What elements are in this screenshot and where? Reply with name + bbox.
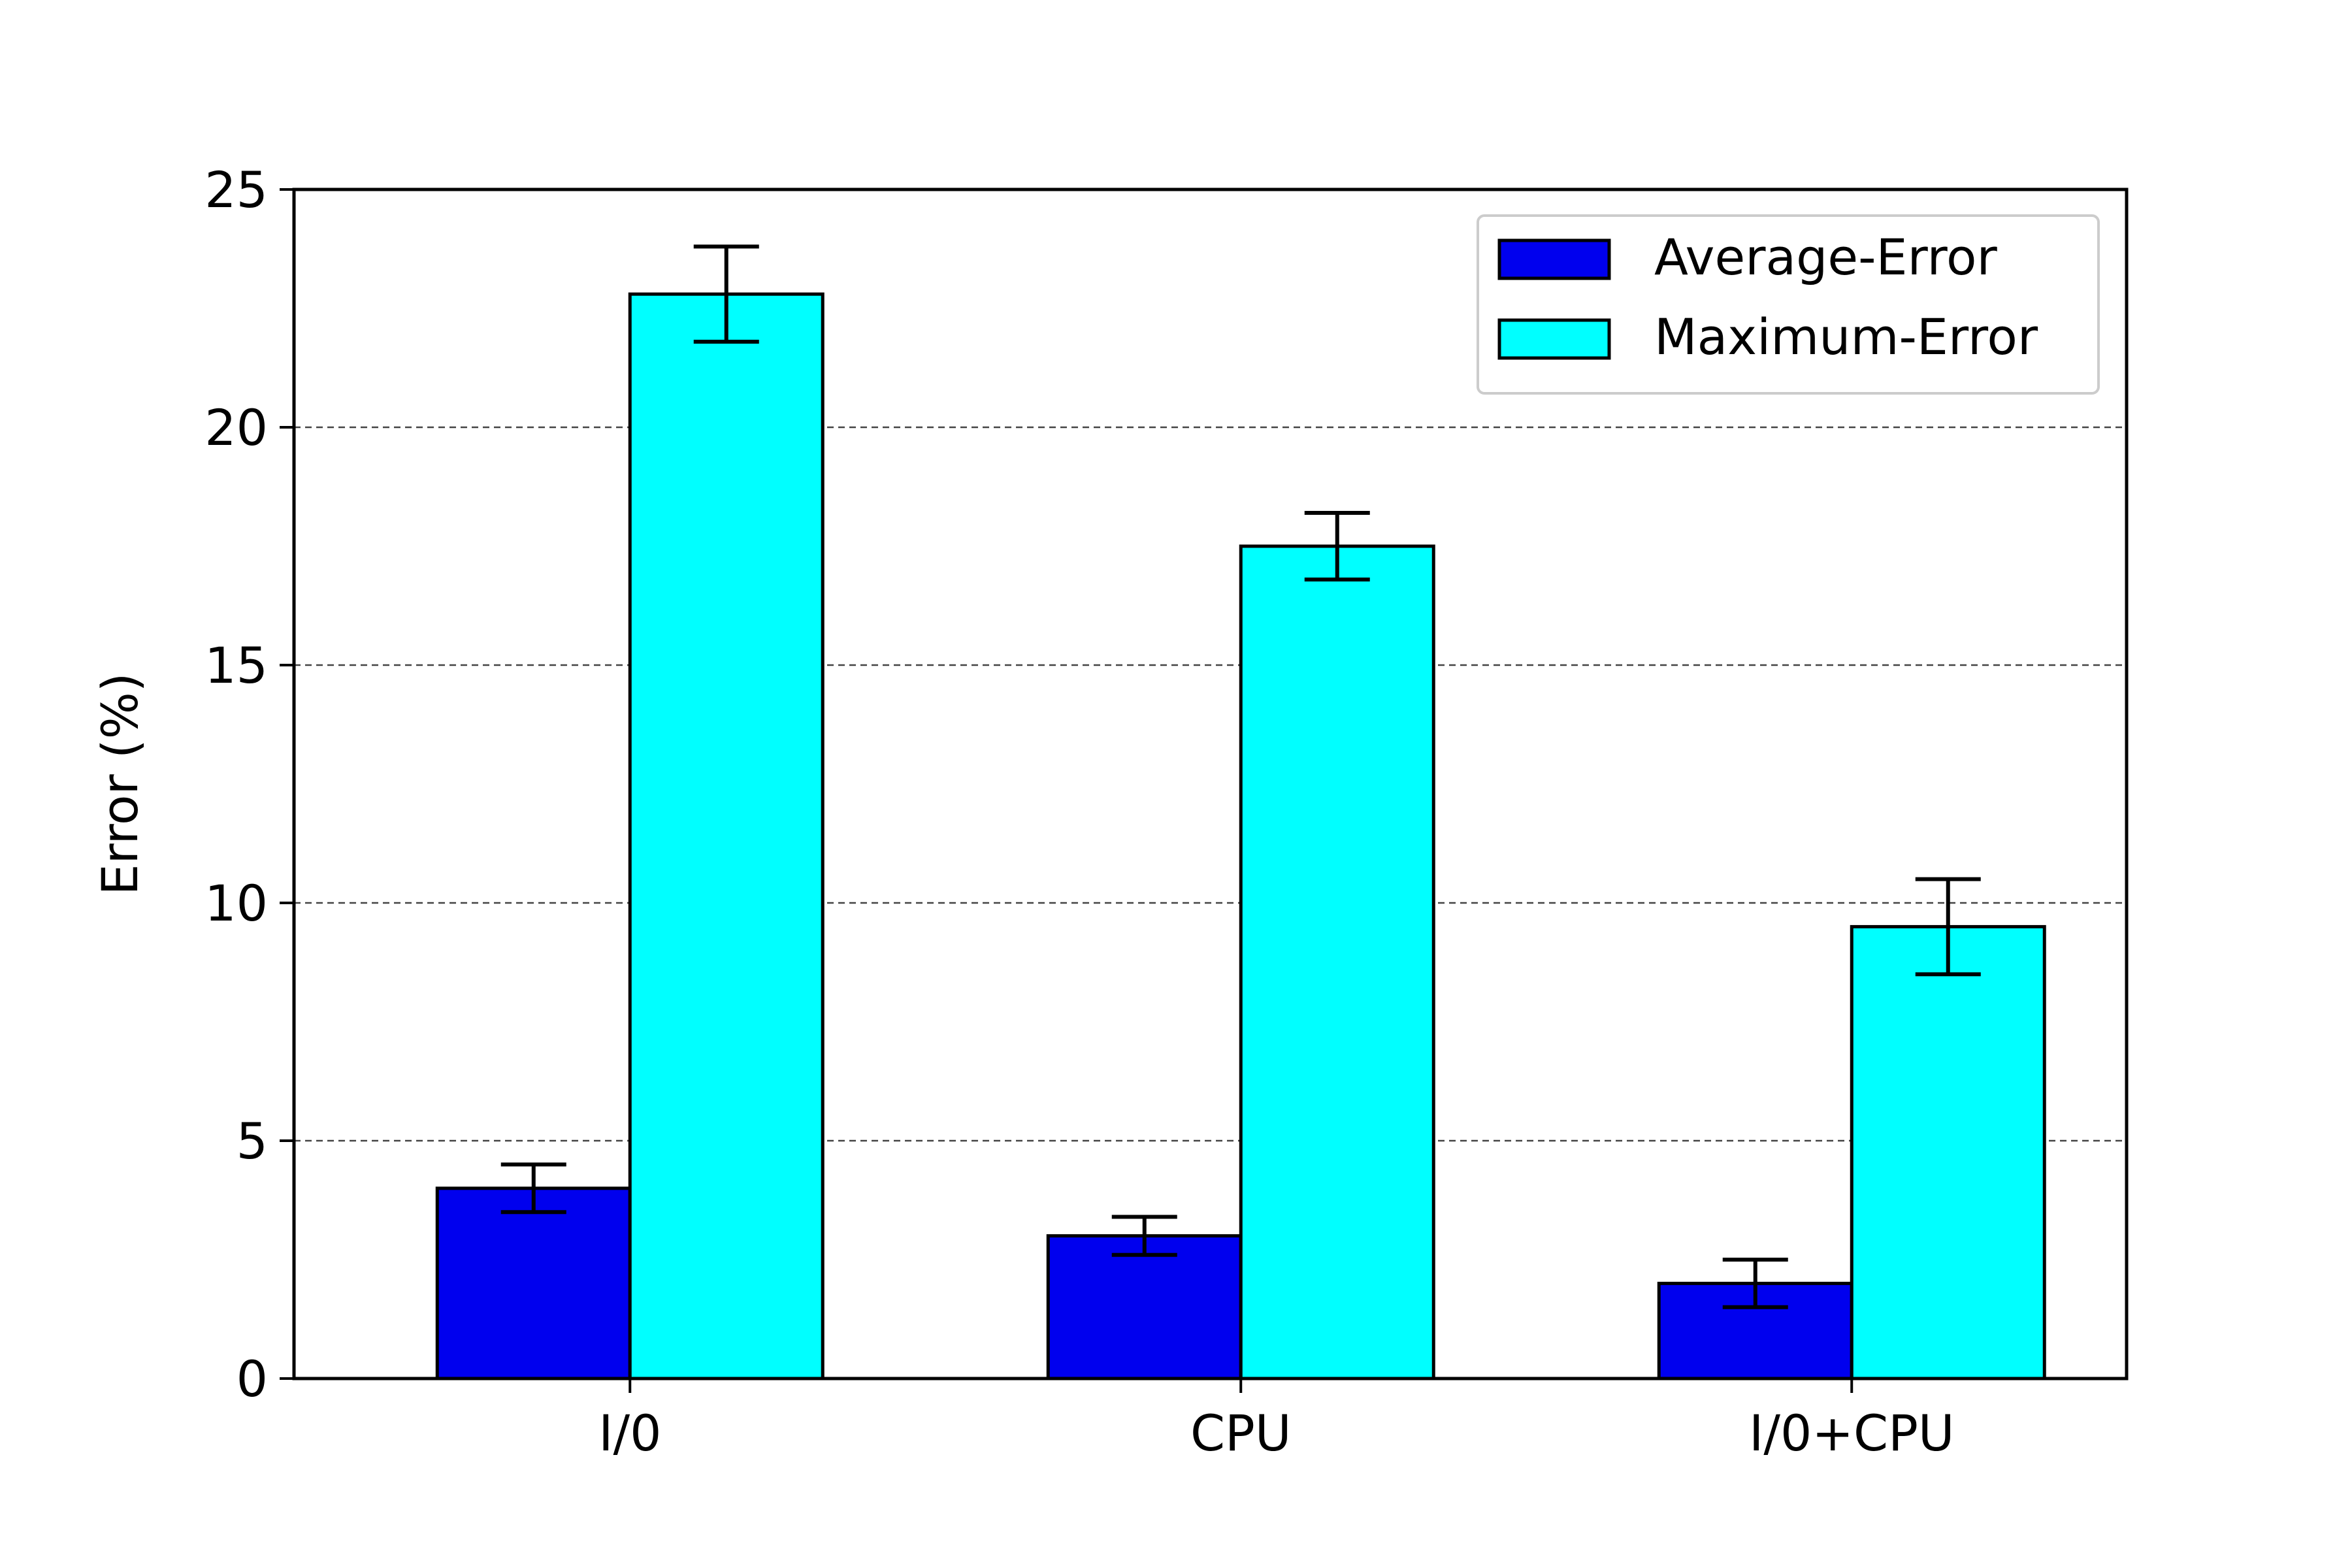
error-bars	[500, 244, 1981, 1309]
legend-swatch	[1497, 238, 1611, 280]
bar-maximum-error-2	[1239, 544, 1435, 1380]
ticks: 0 5 10 15 20 25 I/0 CPU I/0+CPU	[204, 161, 1954, 1462]
y-tick-label: 5	[237, 1112, 268, 1170]
y-tick-label: 0	[237, 1350, 268, 1408]
y-tick-label: 20	[204, 399, 268, 457]
legend-label: Average-Error	[1654, 228, 1998, 286]
y-tick-label: 25	[204, 161, 268, 219]
grid-lines	[294, 426, 2127, 1142]
legend-box	[1477, 214, 2100, 395]
plot-frame	[292, 188, 2129, 1380]
legend: Average-Error Maximum-Error	[1477, 214, 2100, 395]
y-axis-label: Error (%)	[91, 673, 149, 896]
axes	[292, 188, 2129, 1380]
legend-label: Maximum-Error	[1654, 308, 2038, 366]
bars	[435, 292, 2046, 1380]
bar-average-error-1	[435, 1186, 632, 1380]
bar-average-error-2	[1046, 1234, 1243, 1380]
bar-maximum-error-3	[1850, 924, 2046, 1380]
x-tick-label: I/0+CPU	[1749, 1404, 1955, 1462]
bar-maximum-error-1	[628, 292, 825, 1380]
y-tick-label: 10	[204, 874, 268, 932]
x-tick-label: I/0	[598, 1404, 661, 1462]
y-tick-label: 15	[204, 636, 268, 694]
legend-swatch	[1497, 318, 1611, 360]
x-tick-label: CPU	[1190, 1404, 1292, 1462]
